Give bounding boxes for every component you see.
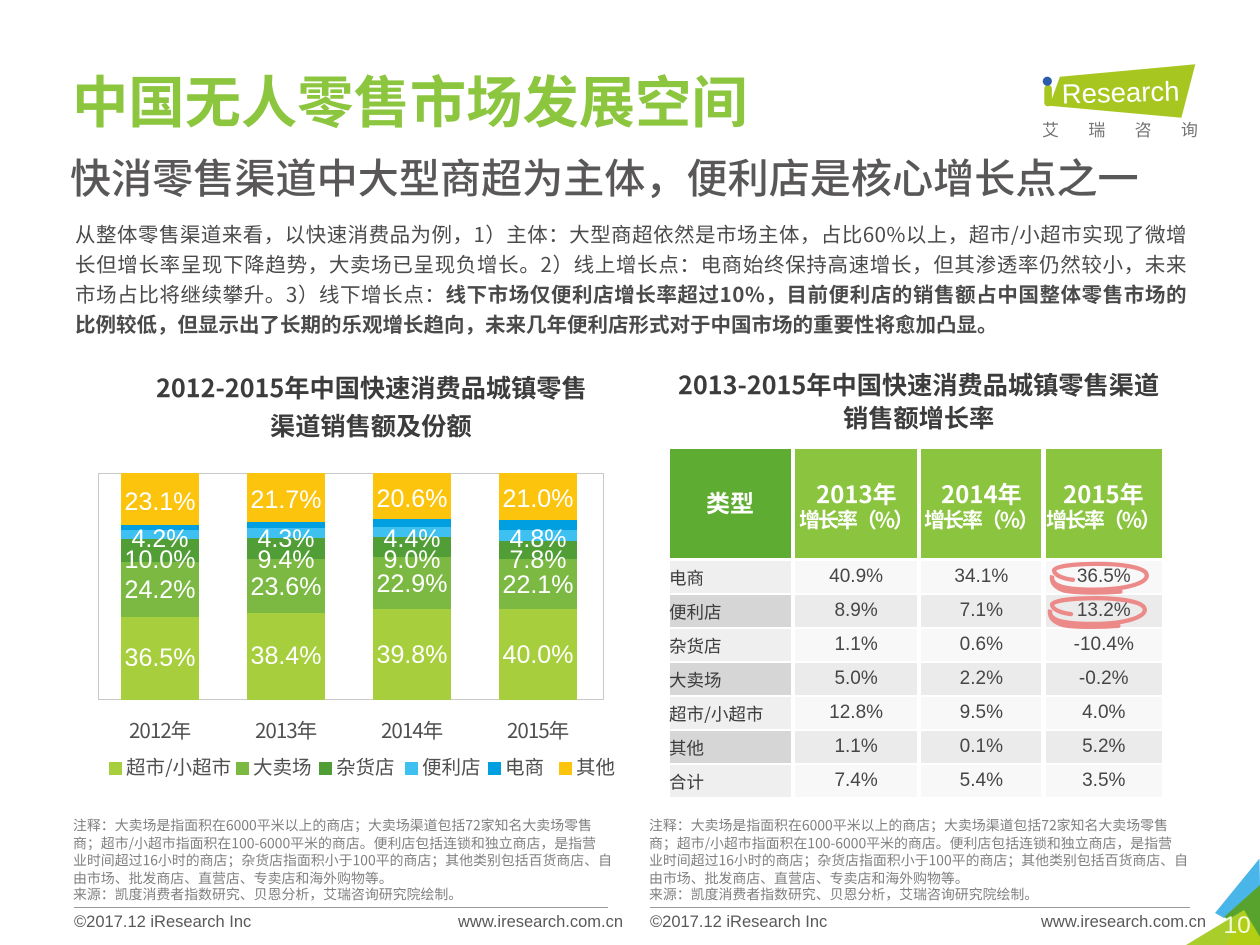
svg-text:Research: Research <box>1061 75 1179 109</box>
svg-text:10: 10 <box>1224 912 1251 939</box>
